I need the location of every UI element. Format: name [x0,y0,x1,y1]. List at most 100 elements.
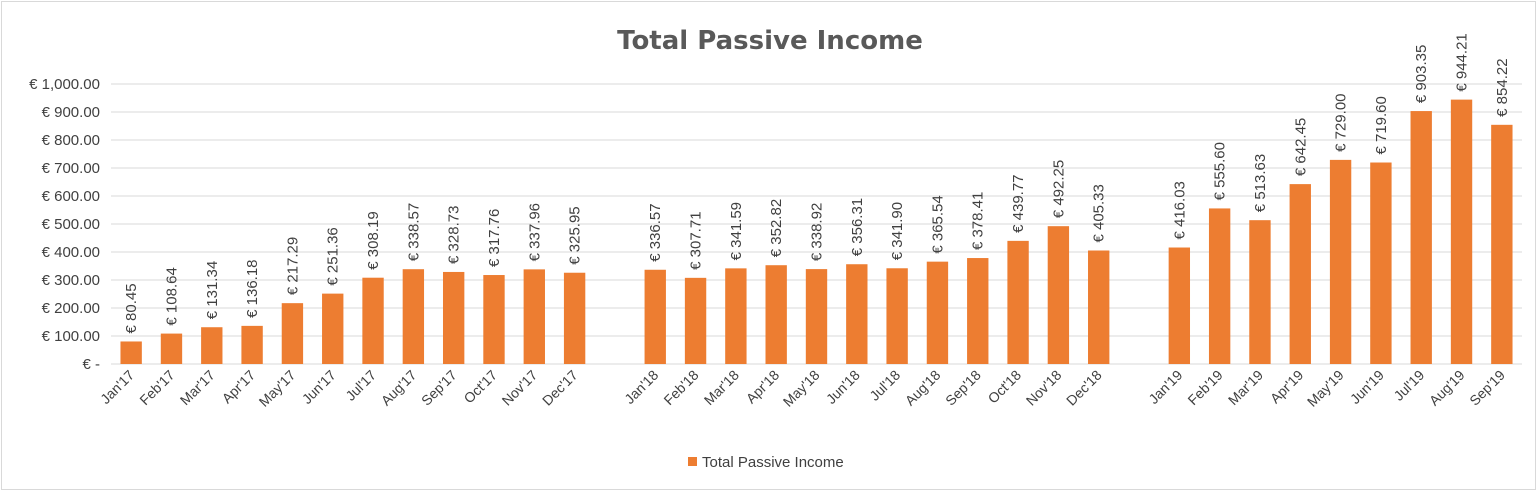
x-tick-label: Feb'18 [660,367,701,408]
x-tick-label: May'18 [780,367,823,410]
x-tick-label: Feb'19 [1184,367,1225,408]
data-label: € 854.22 [1494,58,1511,116]
data-label: € 416.03 [1171,181,1188,239]
x-tick-label: May'19 [1304,367,1347,410]
y-tick-label: € - [82,356,100,373]
legend: Total Passive Income [688,454,844,471]
data-labels: € 80.45 € 108.64 € 131.34 € 136.18 € 217.29 €… [123,33,1511,333]
x-tick-label: Sep'18 [942,367,984,409]
data-label: € 308.19 [365,211,382,269]
y-axis-tick-labels: € - € 100.00 € 200.00 € 300.00 € 400.00 € 500… [29,76,100,373]
bar [523,269,545,364]
bar [805,269,828,364]
y-tick-label: € 700.00 [42,160,100,177]
x-tick-label: Jan'19 [1145,367,1185,407]
x-tick-label: Jun'17 [299,367,339,407]
x-tick-label: Aug'17 [378,367,420,409]
bar [846,264,868,364]
data-label: € 405.33 [1091,184,1108,242]
bar [1329,159,1352,364]
data-label: € 439.77 [1010,174,1027,232]
bar [201,327,223,364]
y-tick-label: € 500.00 [42,216,100,233]
y-tick-label: € 300.00 [42,272,100,289]
x-tick-label: Oct'17 [460,367,500,407]
data-label: € 217.29 [284,237,301,295]
x-tick-label: Jan'18 [621,367,661,407]
y-tick-label: € 100.00 [42,328,100,345]
data-label: € 80.45 [123,283,140,333]
bar [886,268,908,364]
x-tick-label: Nov'17 [499,367,541,409]
x-tick-label: Jul'19 [1390,367,1427,404]
gridlines [111,83,1522,365]
data-label: € 251.36 [325,227,342,285]
data-label: € 336.57 [647,203,664,261]
bar [1410,111,1432,364]
bar [1370,162,1392,364]
bar [1491,124,1513,365]
x-tick-label: Nov'18 [1023,367,1065,409]
x-tick-label: Jun'19 [1347,367,1387,407]
x-tick-label: May'17 [256,367,299,410]
data-label: € 719.60 [1373,96,1390,154]
bar [442,271,465,364]
x-tick-label: Aug'18 [902,367,944,409]
x-tick-label: Feb'17 [136,367,177,408]
bar [1168,247,1191,364]
bar [1450,99,1473,364]
x-tick-label: Apr'17 [219,367,259,407]
data-label: € 338.57 [405,203,422,261]
y-tick-label: € 200.00 [42,300,100,317]
data-label: € 341.59 [728,202,745,260]
x-tick-label: Jun'18 [823,367,863,407]
bar [684,277,707,364]
data-label: € 492.25 [1050,160,1067,218]
bar [1208,208,1231,364]
y-tick-label: € 900.00 [42,104,100,121]
x-tick-label: Jan'17 [97,367,137,407]
data-label: € 108.64 [163,267,180,325]
bars [120,99,1513,365]
bar [1289,184,1311,364]
data-label: € 337.96 [526,203,543,261]
data-label: € 325.95 [567,206,584,264]
x-tick-label: Apr'19 [1267,367,1307,407]
x-tick-label: Mar'17 [177,367,218,408]
x-tick-label: Jul'17 [342,367,379,404]
y-tick-label: € 400.00 [42,244,100,261]
x-tick-label: Dec'17 [539,367,581,409]
x-tick-label: Sep'19 [1466,367,1508,409]
bar [967,258,989,364]
data-label: € 365.54 [929,195,946,253]
x-tick-label: Apr'18 [743,367,783,407]
y-tick-label: € 800.00 [42,132,100,149]
y-tick-label: € 600.00 [42,188,100,205]
x-tick-label: Jul'18 [866,367,903,404]
bar [725,268,747,364]
bar [362,277,384,364]
data-label: € 328.73 [446,206,463,264]
bar [120,341,142,364]
bar [483,275,505,364]
chart-title: Total Passive Income [617,26,923,56]
bar [322,293,344,364]
bar [1047,226,1070,364]
legend-swatch [688,457,697,466]
x-tick-label: Mar'19 [1225,367,1266,408]
data-label: € 356.31 [849,198,866,256]
bar [1249,220,1271,364]
bar [926,261,949,364]
data-label: € 642.45 [1292,118,1309,176]
data-label: € 729.00 [1333,93,1350,151]
data-label: € 317.76 [486,209,503,267]
x-tick-label: Dec'18 [1063,367,1105,409]
bar [765,265,787,364]
y-tick-label: € 1,000.00 [29,76,100,93]
x-tick-label: Oct'18 [985,367,1025,407]
data-label: € 352.82 [768,199,785,257]
legend-label: Total Passive Income [702,454,844,471]
